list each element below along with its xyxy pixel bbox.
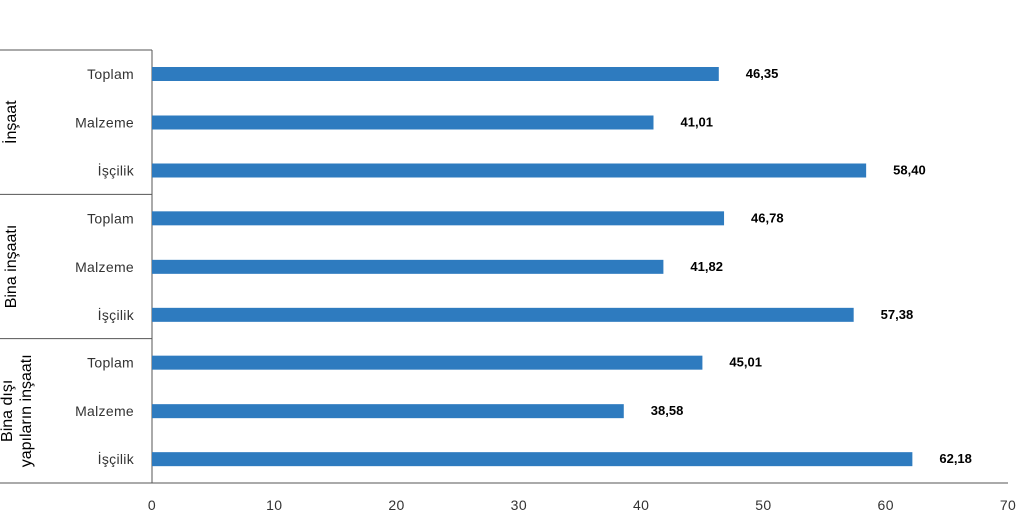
group-label-line: yapıların inşaatı bbox=[18, 354, 35, 467]
category-label: İşçilik bbox=[98, 162, 135, 179]
data-label: 41,01 bbox=[680, 115, 713, 130]
category-label: Malzeme bbox=[75, 115, 134, 131]
group-label: Bina dışı yapıların inşaatı bbox=[0, 354, 35, 467]
category-label: İşçilik bbox=[98, 450, 135, 467]
category-label: Malzeme bbox=[75, 259, 134, 275]
bar bbox=[152, 163, 867, 178]
category-label: Toplam bbox=[87, 210, 134, 226]
x-tick-label: 50 bbox=[755, 497, 771, 513]
bar bbox=[152, 67, 719, 81]
x-tick-label: 70 bbox=[1000, 497, 1016, 513]
bar bbox=[152, 355, 703, 370]
bar bbox=[152, 404, 624, 419]
group-label-line: Bina dışı bbox=[0, 380, 16, 442]
bar bbox=[152, 211, 725, 226]
data-label: 62,18 bbox=[939, 451, 972, 466]
bar bbox=[152, 307, 854, 322]
data-label: 46,35 bbox=[746, 66, 779, 81]
group-label: İnşaat bbox=[1, 100, 20, 144]
labels-layer: 0 10 20 30 40 50 60 70 İnşaat Toplam 46,35 Malzeme 4… bbox=[0, 66, 1016, 513]
x-tick-label: 0 bbox=[148, 497, 156, 513]
bar bbox=[152, 115, 654, 130]
x-tick-label: 60 bbox=[878, 497, 894, 513]
bar bbox=[152, 259, 664, 274]
data-label: 57,38 bbox=[881, 307, 914, 322]
data-label: 41,82 bbox=[690, 259, 723, 274]
bar bbox=[152, 452, 913, 467]
category-label: Toplam bbox=[87, 66, 134, 82]
data-label: 38,58 bbox=[651, 403, 684, 418]
x-tick-label: 30 bbox=[511, 497, 527, 513]
data-label: 58,40 bbox=[893, 163, 926, 178]
group-label: Bina inşaatı bbox=[3, 225, 20, 309]
category-label: Toplam bbox=[87, 355, 134, 371]
x-tick-label: 10 bbox=[266, 497, 282, 513]
x-tick-label: 20 bbox=[388, 497, 404, 513]
bars-layer bbox=[152, 67, 913, 467]
category-label: İşçilik bbox=[98, 306, 135, 323]
x-tick-label: 40 bbox=[633, 497, 649, 513]
data-label: 46,78 bbox=[751, 210, 784, 225]
category-label: Malzeme bbox=[75, 403, 134, 419]
data-label: 45,01 bbox=[729, 355, 762, 370]
